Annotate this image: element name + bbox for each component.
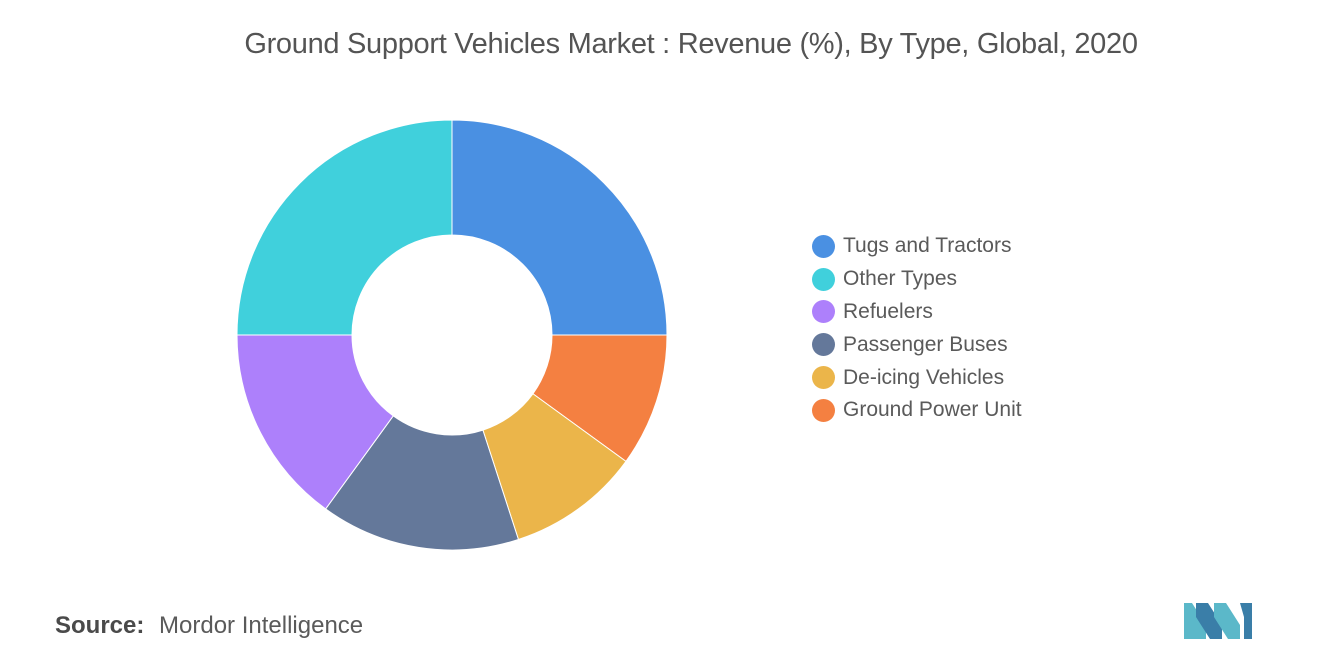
slice-other-types [236,119,453,336]
legend-swatch [812,398,835,422]
source-value: Mordor Intelligence [159,612,364,639]
legend-label: Refuelers [843,299,933,323]
slice-refuelers [236,334,394,510]
legend-item-passenger-buses: Passenger Buses [812,328,1022,361]
slice-passenger-buses [324,415,520,551]
legend-swatch [812,333,835,357]
chart-title: Ground Support Vehicles Market : Revenue… [244,28,1138,60]
legend-label: Tugs and Tractors [843,234,1012,258]
legend-item-other-types: Other Types [812,263,1022,296]
slice-tugs-and-tractors [451,119,668,336]
legend-swatch [812,267,835,291]
mordor-intelligence-logo-icon [1184,603,1252,639]
legend-swatch [812,366,835,390]
legend-item-refuelers: Refuelers [812,296,1022,329]
legend-label: Ground Power Unit [843,398,1022,422]
legend-label: Other Types [843,267,958,291]
legend-label: Passenger Buses [843,332,1008,356]
legend-item-tugs-and-tractors: Tugs and Tractors [812,230,1022,263]
legend-swatch [812,234,835,258]
legend-item-de-icing-vehicles: De-icing Vehicles [812,361,1022,394]
legend-swatch [812,300,835,324]
chart-legend: Tugs and Tractors Other Types Refuelers Pas… [812,230,1022,427]
legend-label: De-icing Vehicles [843,365,1005,389]
legend-item-ground-power-unit: Ground Power Unit [812,394,1022,427]
source-note: Source: Mordor Intelligence [55,612,363,640]
source-label: Source: [55,612,145,639]
